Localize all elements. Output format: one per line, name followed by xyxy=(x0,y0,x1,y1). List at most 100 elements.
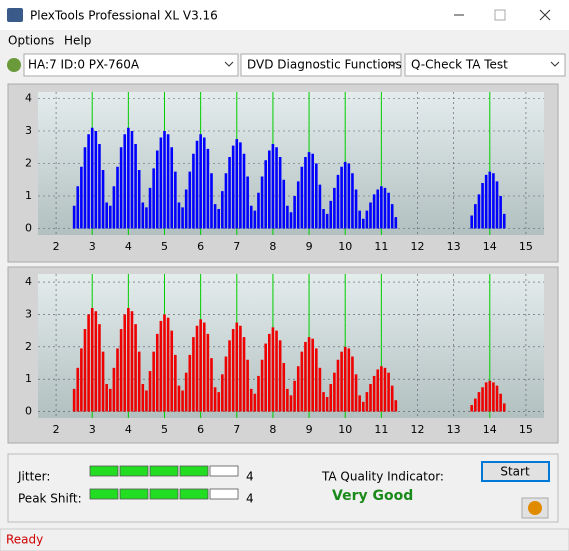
bar xyxy=(235,139,239,229)
bar xyxy=(333,372,336,412)
bar xyxy=(325,396,329,412)
bar xyxy=(347,163,351,229)
bar xyxy=(98,324,101,412)
bar xyxy=(275,147,278,229)
menu-item[interactable]: Help xyxy=(64,34,91,48)
bar xyxy=(268,150,271,229)
info-icon xyxy=(528,501,542,515)
bar xyxy=(127,127,130,229)
meter-segment xyxy=(209,465,239,477)
bar xyxy=(271,144,275,229)
bar xyxy=(108,388,112,412)
bar xyxy=(394,400,398,412)
bar xyxy=(329,384,333,412)
bar xyxy=(170,330,174,412)
x-tick-label: 12 xyxy=(411,423,425,436)
x-tick-label: 13 xyxy=(447,423,461,436)
bar xyxy=(105,384,108,412)
bar xyxy=(83,147,87,229)
bar xyxy=(257,375,260,412)
bar xyxy=(289,212,293,229)
maximize[interactable] xyxy=(494,9,506,21)
bar xyxy=(264,343,267,412)
bar xyxy=(188,354,192,412)
bar xyxy=(351,173,354,229)
bar xyxy=(80,348,83,412)
bar xyxy=(94,311,98,412)
dropdown[interactable] xyxy=(240,53,402,77)
bar xyxy=(195,140,199,229)
bar xyxy=(123,314,127,412)
meter-segment xyxy=(89,488,119,500)
x-tick-label: 3 xyxy=(89,423,96,436)
x-tick-label: 10 xyxy=(338,240,352,253)
bar xyxy=(474,204,477,229)
x-tick-label: 2 xyxy=(53,240,60,253)
bar xyxy=(116,348,119,412)
bar xyxy=(221,374,224,412)
dropdown[interactable] xyxy=(404,53,566,77)
bar xyxy=(242,337,246,412)
bar xyxy=(351,356,354,412)
bar xyxy=(137,351,141,412)
bar xyxy=(358,210,361,229)
bar xyxy=(239,325,242,412)
bar xyxy=(90,127,94,229)
bar xyxy=(260,359,264,412)
bar xyxy=(264,160,267,229)
bar xyxy=(163,314,166,412)
peak-shift-value: 4 xyxy=(246,492,254,506)
bar xyxy=(502,403,506,412)
y-tick-label: 3 xyxy=(25,124,32,137)
bar xyxy=(217,392,221,412)
bar xyxy=(184,189,188,229)
bar xyxy=(242,153,246,229)
ta-quality-value: Very Good xyxy=(332,488,413,504)
bar xyxy=(101,170,105,229)
bar xyxy=(76,367,80,412)
bar xyxy=(127,307,130,412)
bar xyxy=(134,144,137,229)
bar xyxy=(365,210,369,229)
bar xyxy=(492,382,495,412)
bar xyxy=(343,161,347,229)
meter-segment xyxy=(209,488,239,500)
dropdown[interactable] xyxy=(23,53,239,77)
bar xyxy=(184,372,188,412)
meter-segment xyxy=(149,465,179,477)
close[interactable] xyxy=(539,9,551,21)
title-bar xyxy=(0,0,569,30)
bar xyxy=(177,385,181,412)
bar xyxy=(322,392,325,412)
bar xyxy=(192,337,195,412)
bar xyxy=(166,134,170,229)
start-button[interactable] xyxy=(481,461,550,482)
bar xyxy=(322,209,325,229)
bar xyxy=(159,320,163,412)
menu-item[interactable]: Options xyxy=(8,34,54,48)
bar xyxy=(289,395,293,412)
meter-segment xyxy=(119,465,149,477)
bar xyxy=(282,179,286,229)
jitter-label: Jitter: xyxy=(17,470,50,484)
bar xyxy=(152,168,155,229)
bar xyxy=(202,137,206,229)
bar xyxy=(275,330,278,412)
y-tick-label: 2 xyxy=(25,340,32,353)
bar xyxy=(231,329,235,412)
bar xyxy=(477,194,481,229)
bar xyxy=(390,385,394,412)
bar xyxy=(307,337,311,412)
x-tick-label: 6 xyxy=(197,423,204,436)
bar xyxy=(181,390,184,412)
bar xyxy=(492,173,495,229)
x-tick-label: 6 xyxy=(197,240,204,253)
bar xyxy=(210,173,213,229)
bar xyxy=(329,200,333,229)
bar xyxy=(474,398,477,412)
bar xyxy=(365,392,369,412)
bar xyxy=(499,393,502,412)
bar xyxy=(76,186,80,229)
bar xyxy=(394,217,398,229)
bar xyxy=(221,191,224,229)
